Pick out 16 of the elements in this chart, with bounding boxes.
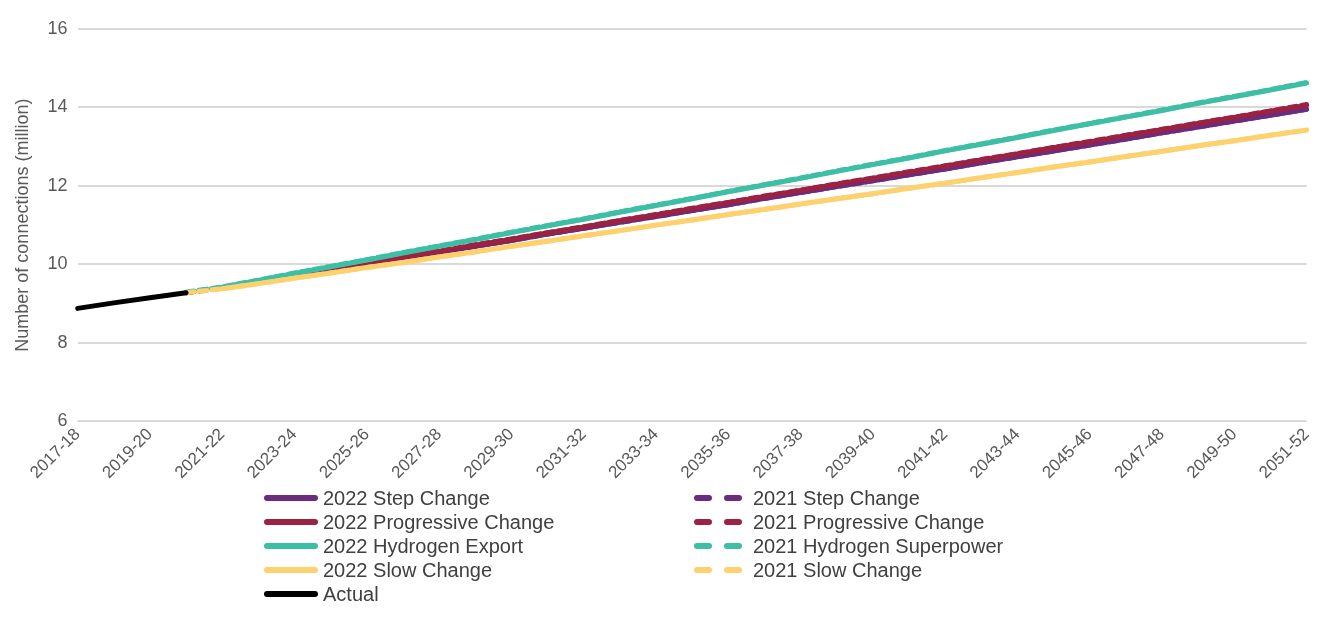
y-tick-label: 6	[57, 410, 68, 431]
legend-label: 2022 Hydrogen Export	[323, 534, 524, 558]
legend-label: 2021 Progressive Change	[753, 510, 985, 534]
y-tick-label: 10	[47, 253, 68, 274]
y-axis-title: Number of connections (million)	[11, 98, 32, 352]
y-tick-label: 12	[47, 174, 68, 195]
legend-label: 2022 Step Change	[323, 486, 490, 510]
y-tick-label: 16	[47, 17, 68, 38]
legend-label: 2021 Slow Change	[753, 558, 923, 582]
legend-label: Actual	[323, 582, 379, 606]
legend-label: 2021 Hydrogen Superpower	[753, 534, 1004, 558]
legend-label: 2022 Slow Change	[323, 558, 493, 582]
y-tick-label: 14	[47, 96, 68, 117]
legend-label: 2021 Step Change	[753, 486, 920, 510]
y-tick-label: 8	[57, 331, 68, 352]
legend-label: 2022 Progressive Change	[323, 510, 555, 534]
